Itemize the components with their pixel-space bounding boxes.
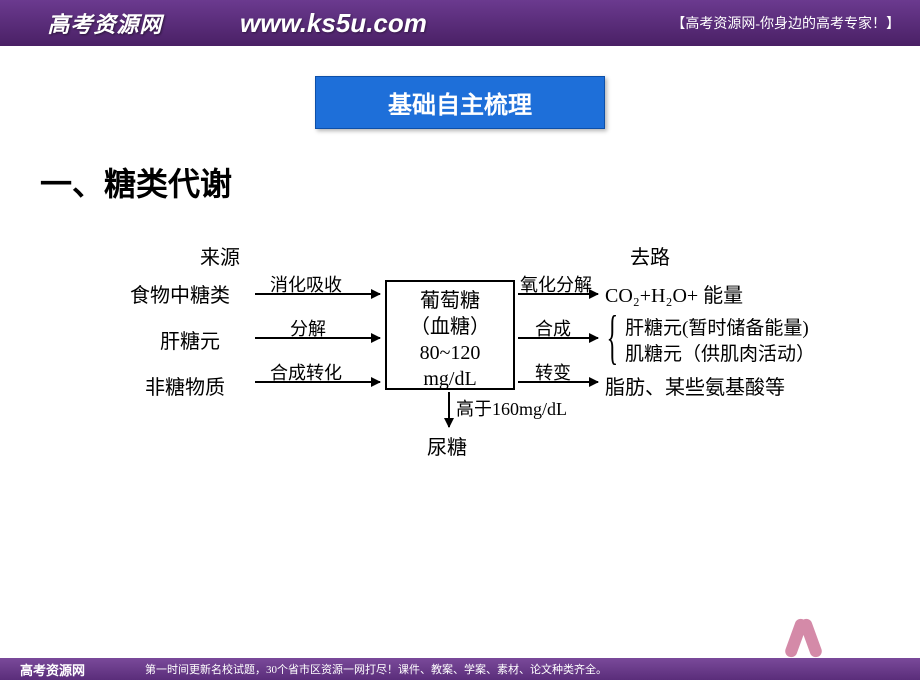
center-line4: mg/dL: [387, 366, 513, 392]
bottom-bar: 高考资源网 第一时间更新名校试题，30个省市区资源一网打尽！课件、教案、学案、素…: [0, 658, 920, 680]
arrow-in-3-label: 合成转化: [270, 359, 342, 385]
site-url: www.ks5u.com: [240, 8, 427, 39]
top-banner: 高考资源网 www.ks5u.com 【高考资源网-你身边的高考专家！】: [0, 0, 920, 46]
source-3: 非糖物质: [145, 371, 225, 400]
arrow-in-2-label: 分解: [290, 315, 326, 341]
section-heading: 一、糖类代谢: [40, 159, 890, 205]
arrow-in-1-label: 消化吸收: [270, 271, 342, 297]
source-1: 食物中糖类: [130, 279, 230, 308]
center-box: 葡萄糖 （血糖） 80~120 mg/dL: [385, 280, 515, 390]
arrow-down-label: 高于160mg/dL: [456, 395, 567, 421]
dest-2a: 肝糖元(暂时储备能量): [625, 313, 809, 340]
arrow-out-3-label: 转变: [535, 359, 571, 385]
center-line3: 80~120: [387, 340, 513, 366]
logo-box: 高考资源网: [0, 0, 200, 46]
dest-3: 脂肪、某些氨基酸等: [605, 371, 785, 400]
content-area: 基础自主梳理 一、糖类代谢 来源 去路 食物中糖类 肝糖元 非糖物质 消化吸收 …: [0, 46, 920, 515]
arrow-out-1-label: 氧化分解: [520, 271, 592, 297]
metabolism-diagram: 来源 去路 食物中糖类 肝糖元 非糖物质 消化吸收 分解 合成转化 葡萄糖 （血…: [70, 235, 850, 495]
header-left: 来源: [200, 241, 240, 270]
down-result: 尿糖: [427, 431, 467, 460]
arrow-out-2-label: 合成: [535, 315, 571, 341]
footer-logo: 高考资源网: [20, 660, 85, 679]
tagline: 【高考资源网-你身边的高考专家！】: [671, 13, 900, 33]
arrow-down: [448, 392, 450, 427]
title-box: 基础自主梳理: [315, 76, 605, 129]
ribbon-icon: [780, 618, 830, 658]
brace-icon: {: [607, 307, 619, 367]
header-right: 去路: [630, 241, 670, 270]
logo-text: 高考资源网: [47, 7, 162, 39]
dest-1: CO₂+H₂O+ 能量: [605, 279, 743, 308]
title-text: 基础自主梳理: [316, 77, 604, 128]
footer-text: 第一时间更新名校试题，30个省市区资源一网打尽！课件、教案、学案、素材、论文种类…: [145, 661, 607, 677]
center-line2: （血糖）: [387, 314, 513, 340]
dest-2b: 肌糖元（供肌肉活动）: [625, 339, 815, 366]
source-2: 肝糖元: [160, 325, 220, 354]
center-line1: 葡萄糖: [387, 288, 513, 314]
